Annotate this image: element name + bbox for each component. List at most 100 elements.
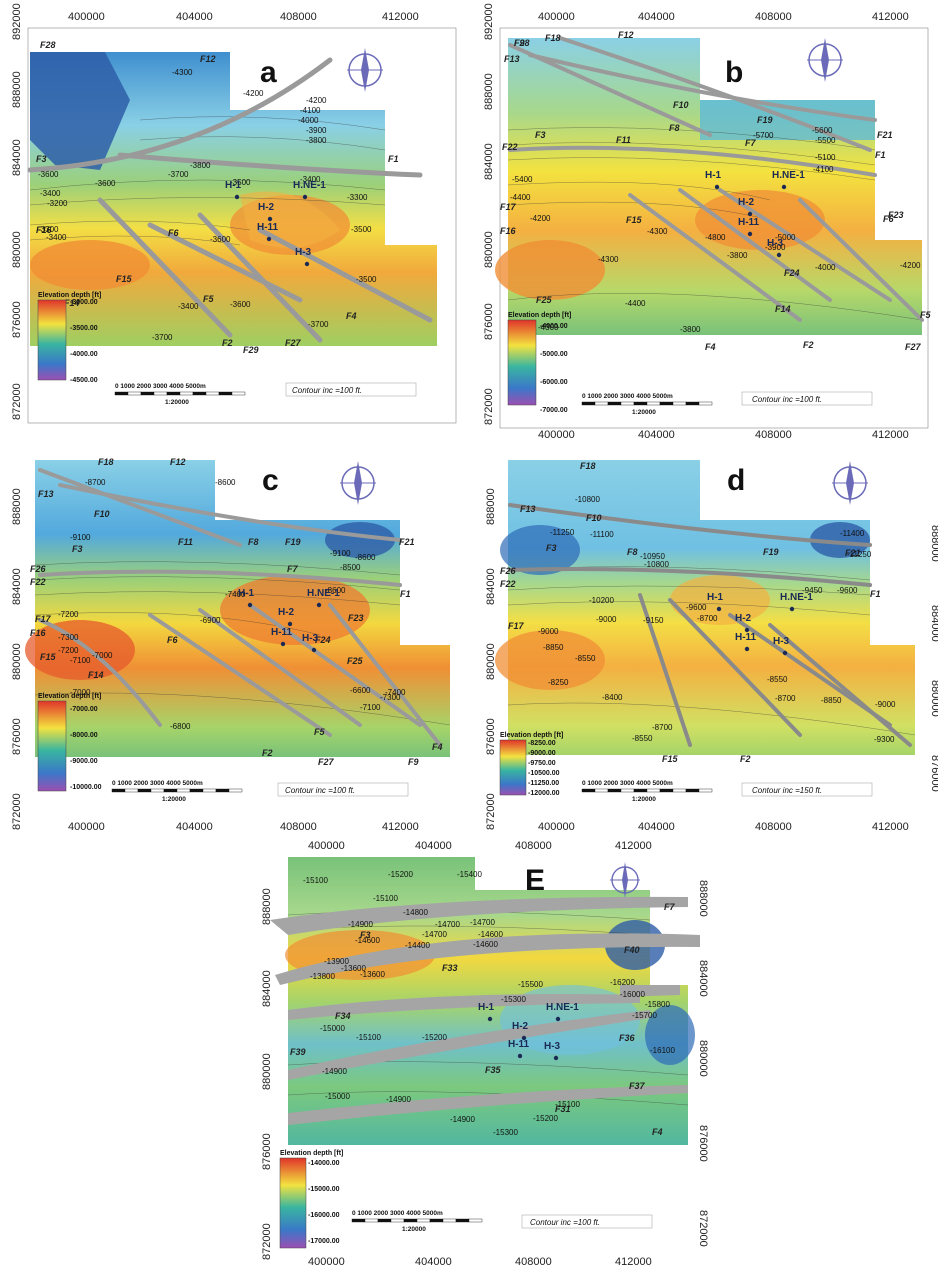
contour-label: -8700: [697, 614, 718, 623]
well-marker: [716, 606, 722, 612]
well-label: H-2: [738, 197, 755, 208]
contour-label: -7100: [70, 656, 91, 665]
scale-bar-segment: [153, 391, 168, 396]
fault-label: F1: [875, 150, 886, 160]
contour-label: -5400: [512, 175, 533, 184]
panel-a-svg: 400000 404000 408000 412000 400000 40400…: [11, 3, 457, 430]
tick-a-top-1: 404000: [176, 11, 213, 23]
tick-e-right-3: 876000: [697, 1125, 709, 1162]
fault-label: F15: [662, 754, 679, 764]
contour-label: -5000: [775, 233, 796, 242]
tick-b-left-1: 888000: [483, 73, 495, 110]
tick-b-left-0: 892000: [483, 3, 495, 40]
tick-d-left-1: 884000: [485, 568, 497, 605]
tick-d-left-2: 880000: [485, 643, 497, 680]
fault-label: F26: [500, 566, 517, 576]
fault-label: F10: [586, 513, 602, 523]
fault-label: F24: [315, 635, 331, 645]
north-arrow-icon: [610, 862, 640, 898]
legend-a-title: Elevation depth [ft]: [38, 292, 101, 299]
contour-label: -8550: [632, 734, 653, 743]
fault-label: F13: [520, 504, 536, 514]
fault-label: F17: [500, 202, 517, 212]
well-marker: [287, 621, 293, 627]
contour-label: -11400: [840, 529, 865, 538]
tick-b-left-2: 884000: [483, 143, 495, 180]
well-marker: [266, 236, 272, 242]
fault-label: F8: [248, 537, 259, 547]
contour-label: -3500: [230, 178, 251, 187]
scale-bar-segment: [442, 1218, 457, 1223]
fault-label: F14: [64, 298, 80, 308]
fault-label: F5: [314, 727, 325, 737]
contour-label: -14600: [478, 930, 503, 939]
scale-bar-segment: [166, 391, 181, 396]
legend-label: -8250.00: [528, 740, 556, 747]
contour-label: -14700: [422, 930, 447, 939]
legend-e-title: Elevation depth [ft]: [280, 1150, 343, 1157]
contour-label: -16000: [620, 990, 645, 999]
tick-d-left-3: 876000: [485, 718, 497, 755]
fault-label: F2: [803, 340, 814, 350]
tick-c-left-3: 876000: [11, 718, 23, 755]
tick-d-bottom-1: 404000: [638, 821, 675, 833]
well-marker: [776, 252, 782, 258]
tick-a-left-2: 884000: [11, 139, 23, 176]
scale-bar-segment: [189, 788, 204, 793]
contour-label: -8700: [85, 478, 106, 487]
fault-label: F12: [618, 30, 634, 40]
contour-label: -6600: [350, 686, 371, 695]
contour-label: -13800: [310, 972, 335, 981]
tick-e-right-1: 884000: [697, 960, 709, 997]
scale-bar-segment: [218, 391, 233, 396]
contour-label: -3500: [356, 275, 377, 284]
fault-label: F6: [883, 214, 894, 224]
well-label: H-2: [512, 1021, 529, 1032]
contour-label: -14900: [450, 1115, 475, 1124]
legend-label: -5000.00: [540, 351, 568, 358]
scale-bar-segment: [127, 391, 142, 396]
well-label: H-3: [295, 247, 312, 258]
scale-bar-segment: [390, 1218, 405, 1223]
fault-label: F8: [669, 123, 680, 133]
fault-label: F29: [243, 345, 259, 355]
legend-label: -10000.00: [70, 784, 102, 791]
panel-d-letter: d: [727, 464, 745, 497]
scale-bar-segment: [228, 788, 243, 793]
contour-label: -11250: [847, 550, 872, 559]
tick-e-left-3: 876000: [261, 1133, 273, 1170]
contour-label: -14600: [355, 936, 380, 945]
contour-label: -15100: [356, 1033, 381, 1042]
fault-label: F5: [920, 310, 931, 320]
contour-label: -9000: [538, 627, 559, 636]
fault-label: F31: [555, 1104, 571, 1114]
contour-label: -3400: [178, 302, 199, 311]
contour-label: -4200: [530, 214, 551, 223]
tick-a-bottom-1: 404000: [176, 429, 213, 430]
well-marker: [521, 1035, 527, 1041]
fault-label: F22: [30, 577, 46, 587]
fault-label: F22: [502, 142, 518, 152]
contour-label: -4100: [300, 106, 321, 115]
contour-label: -13900: [324, 957, 349, 966]
well-label: H-2: [258, 202, 275, 213]
fault-label: F4: [705, 342, 716, 352]
contour-label: -8600: [355, 553, 376, 562]
contour-label: -8550: [767, 675, 788, 684]
contour-inc-d: Contour inc =150 ft.: [752, 786, 822, 795]
fault-label: F6: [167, 635, 178, 645]
fault-label: F12: [170, 457, 186, 467]
fault-label: F6: [168, 228, 179, 238]
tick-e-top-0: 400000: [308, 840, 345, 852]
contour-label: -14700: [470, 918, 495, 927]
contour-label: -11100: [590, 530, 614, 539]
scale-bar-segment: [403, 1218, 418, 1223]
contour-label: -3500: [351, 225, 372, 234]
well-marker: [487, 1016, 493, 1022]
tick-b-bottom-3: 412000: [872, 429, 909, 440]
tick-a-left-4: 876000: [11, 301, 23, 338]
well-marker: [781, 184, 787, 190]
tick-b-left-5: 872000: [483, 388, 495, 425]
scale-bar-segment: [111, 788, 126, 793]
fault-label: F1: [400, 589, 411, 599]
